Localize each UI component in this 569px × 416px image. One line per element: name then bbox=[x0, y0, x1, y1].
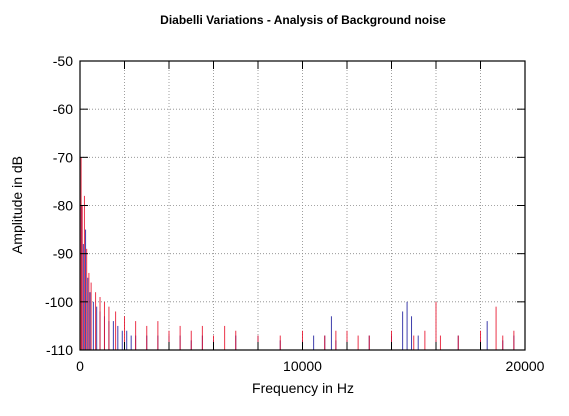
x-axis-label: Frequency in Hz bbox=[252, 380, 354, 396]
y-tick-label: -50 bbox=[53, 53, 73, 69]
y-tick-label: -100 bbox=[45, 294, 73, 310]
ticks: 0 10000 20000 -50 -60 -70 -80 -90 -100 -110 bbox=[45, 53, 545, 374]
x-tick-label: 0 bbox=[76, 358, 84, 374]
grid bbox=[80, 61, 525, 350]
y-tick-label: -60 bbox=[53, 101, 73, 117]
y-tick-label: -90 bbox=[53, 246, 73, 262]
y-tick-label: -80 bbox=[53, 198, 73, 214]
x-tick-label: 20000 bbox=[506, 358, 545, 374]
y-tick-label: -70 bbox=[53, 149, 73, 165]
chart-title: Diabelli Variations - Analysis of Backgr… bbox=[160, 13, 446, 27]
x-tick-label: 10000 bbox=[283, 358, 322, 374]
series-2 bbox=[79, 157, 526, 350]
y-tick-label: -110 bbox=[46, 342, 73, 358]
y-axis-label: Amplitude in dB bbox=[9, 156, 25, 254]
